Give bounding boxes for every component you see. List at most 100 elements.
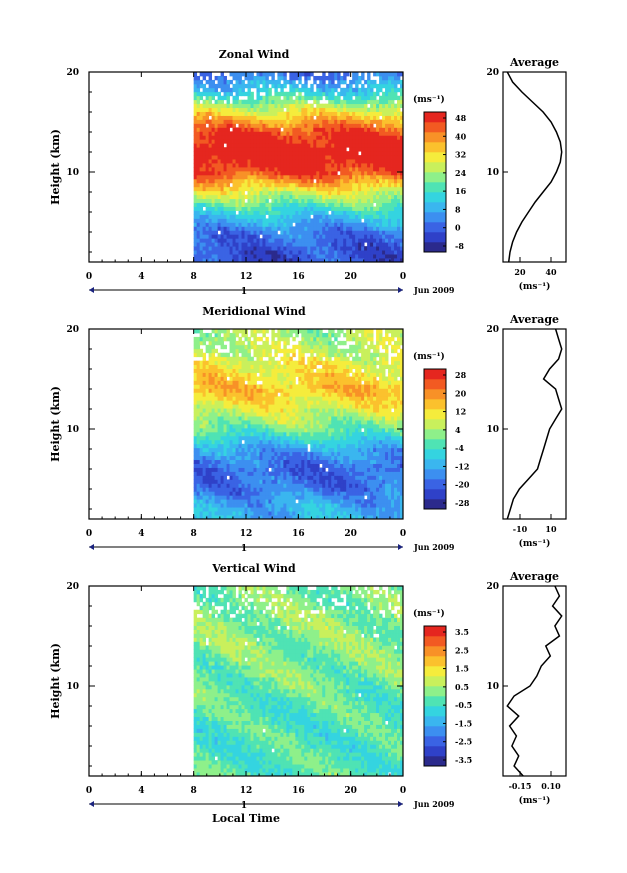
heatmap-cell <box>238 139 242 144</box>
heatmap-cell <box>208 83 213 89</box>
heatmap-cell <box>232 72 236 77</box>
heatmap-cell <box>262 487 266 492</box>
heatmap-cell <box>331 226 335 231</box>
heatmap-cell <box>247 447 251 453</box>
heatmap-cell <box>295 242 299 247</box>
heatmap-cell <box>211 435 215 441</box>
heatmap-cell <box>301 483 305 488</box>
heatmap-cell <box>343 143 347 148</box>
heatmap-cell <box>325 83 329 89</box>
heatmap-cell <box>205 507 210 512</box>
heatmap-cell <box>298 479 302 484</box>
heatmap-cell <box>226 135 230 140</box>
heatmap-cell <box>295 451 299 457</box>
heatmap-cell <box>391 254 395 259</box>
heatmap-cell <box>235 143 239 148</box>
heatmap-cell <box>289 479 293 484</box>
heatmap-cell <box>238 368 242 373</box>
heatmap-cell <box>292 420 296 425</box>
heatmap-cell <box>370 95 374 101</box>
heatmap-cell <box>229 400 233 405</box>
heatmap-cell <box>253 451 257 457</box>
heatmap-cell <box>289 254 293 259</box>
heatmap-cell <box>238 214 242 219</box>
heatmap-cell <box>199 408 204 413</box>
heatmap-cell <box>193 246 198 251</box>
heatmap-cell <box>226 155 230 160</box>
heatmap-cell <box>271 404 275 409</box>
heatmap-cell <box>388 222 392 227</box>
heatmap-cell <box>277 372 281 377</box>
heatmap-cell <box>223 412 227 417</box>
heatmap-cell <box>295 503 299 508</box>
heatmap-cell <box>214 127 218 132</box>
heatmap-cell <box>382 210 386 215</box>
heatmap-cell <box>256 190 260 196</box>
heatmap-cell <box>253 119 257 124</box>
heatmap-cell <box>211 186 215 192</box>
heatmap-cell <box>388 107 392 112</box>
heatmap-cell <box>343 103 347 109</box>
heatmap-cell <box>370 226 374 231</box>
heatmap-cell <box>193 360 198 366</box>
heatmap-cell <box>277 95 281 101</box>
heatmap-cell <box>199 159 204 164</box>
heatmap-cell <box>364 246 368 251</box>
heatmap-cell <box>265 471 269 476</box>
heatmap-cell <box>232 511 236 516</box>
heatmap-cell <box>202 83 207 89</box>
heatmap-cell <box>340 99 344 105</box>
heatmap-cell <box>217 163 221 168</box>
heatmap-cell <box>382 123 386 128</box>
heatmap-cell <box>205 408 210 413</box>
heatmap-cell <box>310 107 314 112</box>
heatmap-cell <box>295 72 299 77</box>
heatmap-cell <box>340 131 344 136</box>
heatmap-cell <box>220 147 224 152</box>
heatmap-cell <box>196 170 201 176</box>
heatmap-cell <box>223 491 227 496</box>
heatmap-cell <box>274 503 278 508</box>
heatmap-cell <box>388 242 392 247</box>
heatmap-cell <box>244 234 248 239</box>
heatmap-cell <box>319 174 323 180</box>
heatmap-cell <box>364 170 368 176</box>
heatmap-cell <box>271 206 275 211</box>
heatmap-cell <box>256 368 260 373</box>
heatmap-cell <box>277 499 281 504</box>
heatmap-cell <box>265 491 269 496</box>
heatmap-cell <box>199 115 204 120</box>
heatmap-cell <box>316 234 320 239</box>
heatmap-cell <box>193 91 198 97</box>
heatmap-cell <box>289 242 293 247</box>
heatmap-cell <box>289 499 293 504</box>
heatmap-cell <box>277 416 281 421</box>
heatmap-cell <box>388 111 392 116</box>
heatmap-cell <box>259 447 263 453</box>
heatmap-cell <box>295 151 299 156</box>
heatmap-cell <box>226 431 230 437</box>
heatmap-cell <box>322 170 326 176</box>
heatmap-cell <box>280 163 284 168</box>
heatmap-cell <box>352 91 356 97</box>
heatmap-cell <box>331 79 335 85</box>
heatmap-cell <box>340 178 344 184</box>
heatmap-cell <box>331 139 335 144</box>
heatmap-cell <box>277 455 281 461</box>
heatmap-cell <box>202 439 207 445</box>
heatmap-cell <box>373 167 377 172</box>
heatmap-cell <box>289 368 293 373</box>
heatmap-cell <box>238 202 242 207</box>
heatmap-cell <box>283 396 287 401</box>
heatmap-cell <box>343 155 347 160</box>
heatmap-cell <box>391 163 395 168</box>
heatmap-cell <box>268 483 272 488</box>
heatmap-cell <box>343 174 347 180</box>
heatmap-cell <box>376 139 380 144</box>
heatmap-cell <box>214 87 218 93</box>
heatmap-cell <box>208 408 213 413</box>
heatmap-cell <box>298 364 302 369</box>
heatmap-cell <box>307 167 311 172</box>
heatmap-cell <box>262 348 266 354</box>
heatmap-cell <box>325 222 329 227</box>
